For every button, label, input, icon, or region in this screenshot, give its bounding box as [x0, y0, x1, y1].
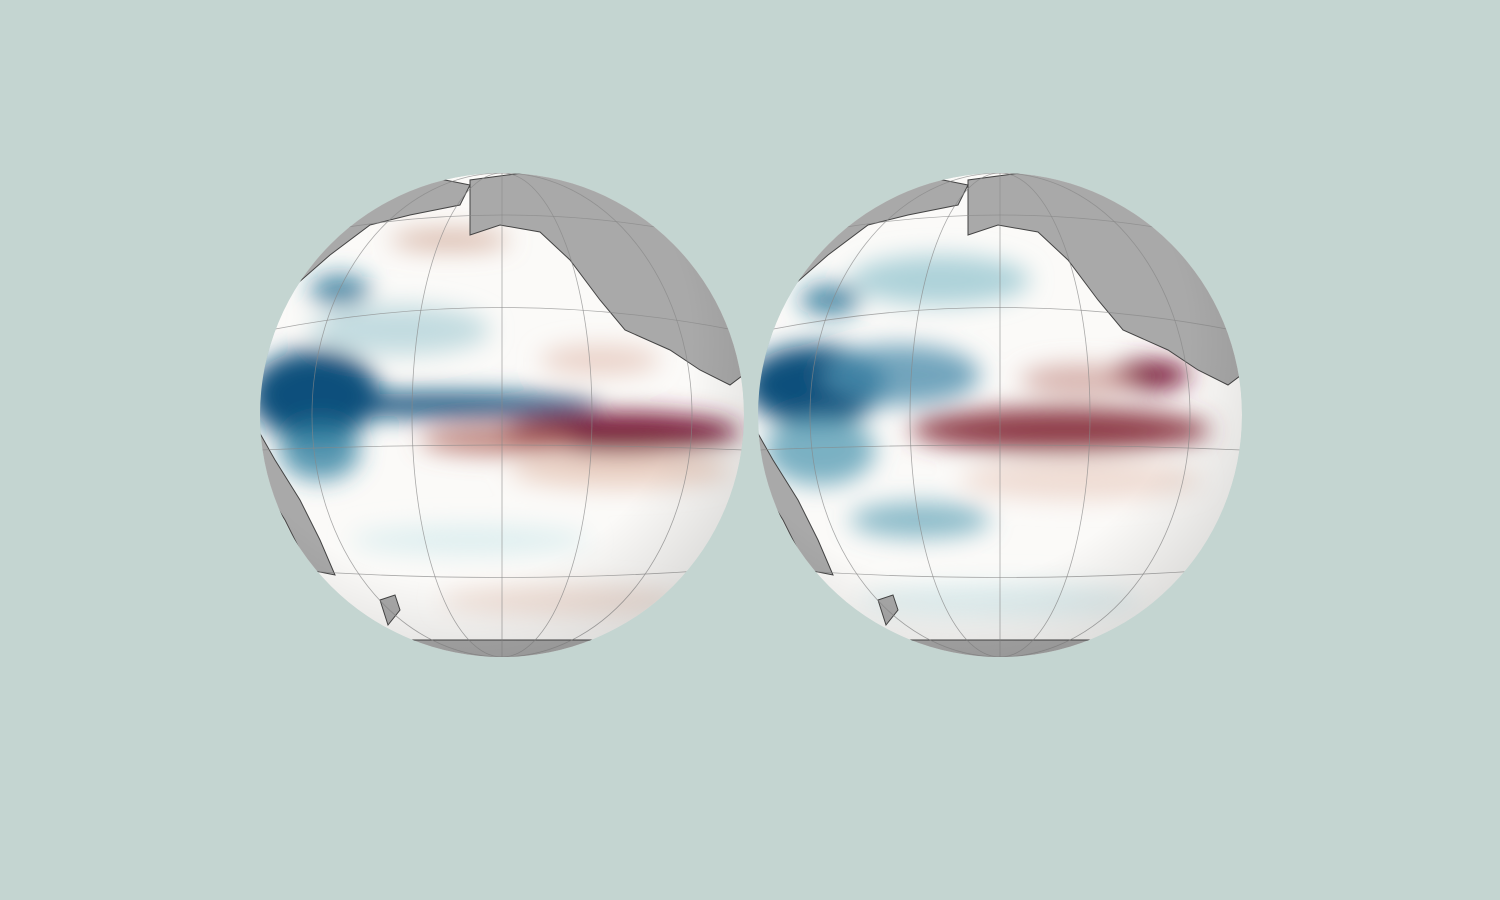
globe-left: [260, 173, 744, 657]
globe-shade: [260, 173, 744, 657]
globe-right: [758, 173, 1242, 657]
globe-shade: [758, 173, 1242, 657]
